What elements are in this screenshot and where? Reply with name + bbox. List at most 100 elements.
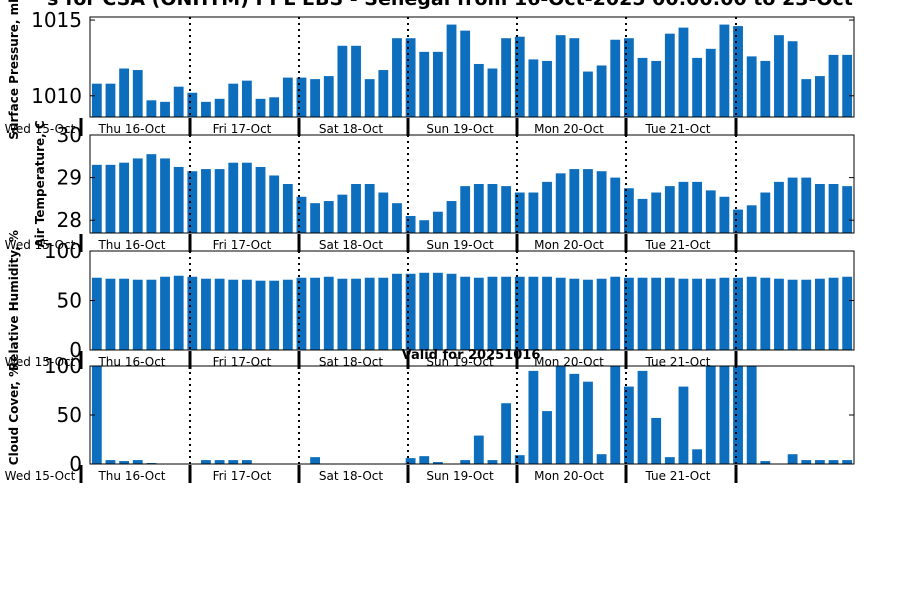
bar-p1-51 — [787, 41, 798, 117]
day-label-p1-2: Fri 17-Oct — [213, 122, 272, 136]
bar-p4-11 — [241, 460, 252, 464]
bar-p3-17 — [323, 276, 334, 350]
bar-p2-26 — [446, 201, 457, 233]
bar-p3-43 — [678, 278, 689, 350]
bar-p1-7 — [187, 92, 198, 117]
bar-p3-39 — [623, 277, 634, 350]
bar-p2-16 — [310, 203, 321, 233]
bar-p1-16 — [310, 79, 321, 117]
bar-p2-54 — [828, 184, 839, 233]
ytick-label-p2-2: 30 — [57, 123, 82, 147]
ylabel-p1: Surface Pressure, mb — [7, 0, 21, 140]
bar-p4-29 — [487, 460, 498, 464]
bar-p2-27 — [460, 186, 471, 233]
bar-p2-42 — [664, 186, 675, 233]
bar-p2-19 — [351, 184, 361, 233]
day-label-p1-6: Tue 21-Oct — [645, 122, 711, 136]
bar-p1-40 — [637, 57, 648, 117]
bar-p4-8 — [201, 460, 211, 464]
ytick-label-p4-0: 0 — [69, 452, 82, 476]
bar-p2-1 — [105, 164, 116, 233]
bar-p1-55 — [842, 54, 853, 117]
bar-p4-46 — [719, 366, 730, 464]
bar-p2-37 — [596, 171, 607, 233]
bar-p2-44 — [692, 181, 703, 233]
bar-p3-14 — [282, 279, 293, 350]
bar-p3-38 — [610, 276, 621, 350]
bar-p2-3 — [132, 158, 143, 233]
bar-p1-5 — [160, 101, 170, 117]
bar-p3-45 — [705, 278, 716, 350]
day-label-p1-1: Thu 16-Oct — [97, 122, 165, 136]
bar-p1-37 — [596, 65, 607, 117]
bar-p2-46 — [719, 196, 730, 233]
bar-p1-26 — [446, 24, 457, 117]
chart-subtitle: Valid for 20251016 — [402, 348, 541, 363]
bar-p3-7 — [187, 276, 198, 350]
day-label-p4-2: Fri 17-Oct — [213, 469, 272, 483]
bar-p1-8 — [201, 101, 211, 117]
bar-p4-32 — [528, 370, 539, 464]
bar-p1-2 — [119, 68, 130, 117]
bar-p1-39 — [623, 38, 634, 117]
bar-p1-14 — [282, 77, 293, 117]
bar-p4-9 — [214, 460, 225, 464]
bar-p4-55 — [842, 460, 853, 464]
bar-p3-47 — [733, 277, 743, 350]
plot-frame-2 — [89, 134, 855, 234]
bar-p3-20 — [364, 277, 375, 350]
bar-p1-35 — [569, 38, 580, 117]
bar-p2-34 — [555, 173, 566, 233]
bar-p3-49 — [760, 277, 771, 350]
bar-p2-49 — [760, 192, 771, 233]
bar-p2-33 — [542, 181, 552, 233]
bar-p2-51 — [787, 177, 798, 233]
bar-p1-13 — [269, 97, 280, 117]
bar-p1-18 — [337, 45, 348, 117]
bar-p2-32 — [528, 192, 539, 233]
bar-p3-29 — [487, 276, 498, 350]
bar-p4-23 — [405, 458, 416, 464]
day-label-p1-3: Sat 18-Oct — [319, 122, 383, 136]
bar-p3-8 — [201, 278, 211, 350]
bar-p3-21 — [378, 277, 389, 350]
bar-p1-48 — [746, 56, 757, 117]
day-label-p3-6: Tue 21-Oct — [645, 355, 711, 369]
bar-p4-51 — [787, 454, 798, 464]
ylabel-p4: Cloud Cover, % — [7, 365, 21, 465]
bar-p2-43 — [678, 181, 689, 233]
bar-p3-9 — [214, 278, 225, 350]
bar-p2-29 — [487, 184, 498, 233]
bar-p4-39 — [623, 386, 634, 464]
day-label-p2-4: Sun 19-Oct — [426, 238, 494, 252]
bar-p3-44 — [692, 278, 703, 350]
bar-p3-10 — [228, 279, 239, 350]
day-label-p3-5: Mon 20-Oct — [534, 355, 604, 369]
day-label-p3-1: Thu 16-Oct — [97, 355, 165, 369]
bar-p3-51 — [787, 279, 798, 350]
bar-p4-33 — [542, 411, 552, 464]
bar-p4-37 — [596, 454, 607, 464]
bar-p1-31 — [514, 36, 525, 118]
bar-p1-46 — [719, 24, 730, 117]
bar-p3-13 — [269, 280, 280, 350]
bar-p3-3 — [132, 279, 143, 350]
bar-p3-41 — [651, 277, 662, 350]
bar-p1-30 — [501, 38, 512, 117]
bar-p1-29 — [487, 68, 498, 117]
bar-p3-33 — [542, 276, 552, 350]
bar-p2-0 — [91, 164, 102, 233]
bar-p4-41 — [651, 417, 662, 464]
bar-p3-16 — [310, 277, 321, 350]
bar-p3-28 — [473, 277, 484, 350]
bar-p3-18 — [337, 278, 348, 350]
bar-p1-15 — [296, 77, 307, 117]
bar-p2-12 — [255, 166, 266, 233]
bar-p4-34 — [555, 366, 566, 464]
day-label-p3-0: Wed 15-Oct — [5, 355, 76, 369]
bar-p3-1 — [105, 278, 116, 350]
bar-p1-20 — [364, 79, 375, 117]
bar-p1-4 — [146, 100, 157, 117]
ylabel-p2: Air Temperature, C — [33, 120, 47, 248]
